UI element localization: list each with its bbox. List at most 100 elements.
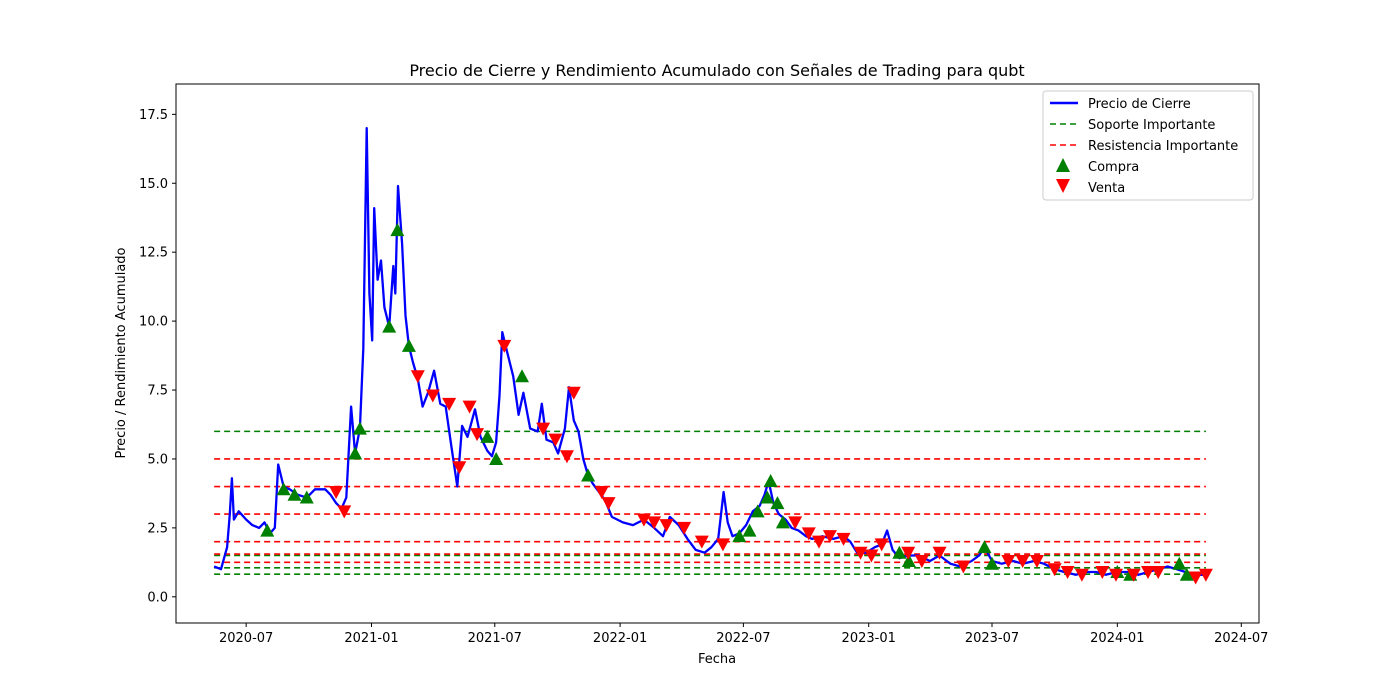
legend-label-resistance: Resistencia Importante (1088, 139, 1238, 154)
sell-signal-marker (1074, 568, 1089, 582)
x-tick-label: 2024-07 (1214, 631, 1268, 646)
y-axis: 0.0 2.5 5.0 7.5 10.0 12.5 15.0 17.5 (139, 108, 176, 605)
buy-signal-marker (977, 540, 992, 554)
buy-signal-marker (480, 429, 495, 443)
sell-signal-marker (677, 521, 692, 535)
x-tick-label: 2022-07 (716, 631, 770, 646)
x-tick-label: 2020-07 (219, 631, 273, 646)
buy-signal-marker (760, 490, 775, 504)
sell-signal-marker (1140, 565, 1155, 579)
buy-signal-marker (770, 496, 785, 510)
legend-label-sell: Venta (1088, 181, 1125, 196)
chart-title: Precio de Cierre y Rendimiento Acumulado… (409, 61, 1024, 80)
x-tick-label: 2021-07 (468, 631, 522, 646)
axes-frame (175, 83, 1260, 624)
buy-signal-marker (892, 545, 907, 559)
sell-signal-marker (442, 397, 457, 411)
sell-signal-marker (715, 538, 730, 552)
sell-signal-marker (559, 450, 574, 464)
sell-signal-marker (425, 389, 440, 403)
sell-signal-marker (801, 527, 816, 541)
x-tick-label: 2024-01 (1090, 631, 1144, 646)
buy-signal-marker (1172, 556, 1187, 570)
legend-label-support: Soporte Importante (1088, 118, 1215, 133)
sell-signal-marker (1015, 554, 1030, 568)
sell-signal-marker (462, 400, 477, 414)
sell-signal-marker (914, 554, 929, 568)
sell-signal-marker (1095, 565, 1110, 579)
buy-signal-marker (276, 482, 291, 496)
buy-signal-marker (732, 529, 747, 543)
sell-signal-marker (548, 433, 563, 447)
sell-signal-marker (822, 530, 837, 544)
x-tick-label: 2021-01 (344, 631, 398, 646)
sell-signal-marker (647, 516, 662, 530)
legend-marker-buy (1056, 158, 1070, 172)
sell-signal-marker (853, 546, 868, 560)
legend: Precio de Cierre Soporte Importante Resi… (1042, 90, 1254, 201)
sell-signal-marker (601, 497, 616, 511)
sell-signal-marker (1060, 565, 1075, 579)
x-axis: 2020-07 2021-01 2021-07 2022-01 2022-07 2023-… (219, 623, 1268, 646)
sell-signal-marker (1001, 554, 1016, 568)
buy-signal-marker (260, 523, 275, 537)
buy-signal-marker (984, 556, 999, 570)
buy-signal-marker (775, 515, 790, 529)
x-tick-label: 2023-01 (842, 631, 896, 646)
sell-signal-marker (901, 546, 916, 560)
sell-signal-marker (337, 505, 352, 519)
plot-area (213, 126, 1213, 585)
buy-signal-marker (348, 446, 363, 460)
buy-signal-marker (287, 487, 302, 501)
buy-signal-marker (581, 468, 596, 482)
x-tick-label: 2023-07 (965, 631, 1019, 646)
sell-signal-marker (452, 461, 467, 475)
sell-signal-marker (956, 560, 971, 574)
y-tick-label: 15.0 (139, 177, 168, 192)
sell-signal-marker (536, 422, 551, 436)
sell-signal-marker (497, 339, 512, 353)
sell-signal-marker (811, 535, 826, 549)
x-axis-title: Fecha (698, 652, 736, 667)
legend-marker-sell (1056, 179, 1070, 193)
buy-signal-marker (489, 451, 504, 465)
sell-signal-marker (594, 486, 609, 500)
sell-signal-marker (874, 538, 889, 552)
x-tick-label: 2022-01 (593, 631, 647, 646)
y-tick-label: 7.5 (147, 384, 168, 399)
sell-signal-marker (932, 546, 947, 560)
sell-signal-marker (1198, 568, 1213, 582)
y-axis-title: Precio / Rendimiento Acumulado (114, 247, 129, 458)
legend-box (1042, 90, 1254, 201)
sell-signal-marker (1047, 563, 1062, 577)
sell-signal-marker (1151, 565, 1166, 579)
sell-signal-marker (566, 386, 581, 400)
buy-signal-marker (401, 338, 416, 352)
buy-signal-marker (390, 223, 405, 237)
sell-signal-marker (864, 549, 879, 563)
buy-signal-marker (299, 490, 314, 504)
y-tick-label: 5.0 (147, 452, 168, 467)
buy-signal-marker (901, 553, 916, 567)
sell-signal-marker (1029, 554, 1044, 568)
buy-signal-marker (763, 474, 778, 488)
sell-signal-marker (1108, 568, 1123, 582)
buy-signal-marker (750, 504, 765, 518)
sell-signal-marker (470, 428, 485, 442)
sell-signal-marker (1126, 568, 1141, 582)
sell-signal-marker (410, 370, 425, 384)
buy-signal-marker (382, 319, 397, 333)
y-tick-label: 0.0 (147, 590, 168, 605)
y-tick-label: 10.0 (139, 315, 168, 330)
sell-signal-marker (1188, 571, 1203, 585)
buy-signal-marker (1179, 567, 1194, 581)
y-tick-label: 2.5 (147, 521, 168, 536)
sell-signal-marker (329, 486, 344, 500)
y-tick-label: 17.5 (139, 108, 168, 123)
sell-signal-marker (788, 516, 803, 530)
buy-signal-marker (515, 369, 530, 383)
legend-label-price: Precio de Cierre (1088, 97, 1191, 112)
buy-signal-marker (742, 523, 757, 537)
y-tick-label: 12.5 (139, 246, 168, 261)
